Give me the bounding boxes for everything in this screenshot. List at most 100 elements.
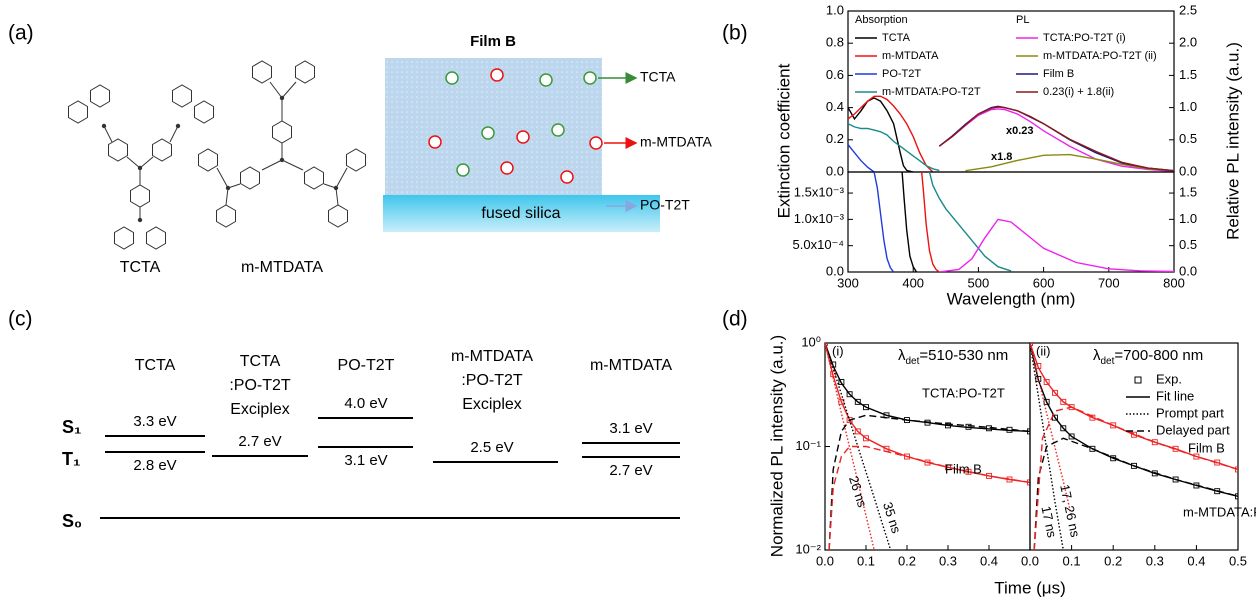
- x-tick-label: 0.1: [857, 553, 875, 568]
- data-point: [846, 391, 853, 398]
- series-line: [825, 343, 1030, 433]
- column-title: Exciplex: [230, 401, 290, 418]
- annotation: (i): [832, 343, 844, 358]
- data-point: [863, 435, 869, 442]
- ring: [216, 204, 236, 228]
- data-point: [854, 398, 861, 405]
- molecule-dot: [583, 71, 597, 85]
- y-tick-label: 10⁻²: [795, 541, 821, 556]
- subscript: det: [1101, 356, 1115, 367]
- y2-tick-label: 1.0: [1179, 211, 1197, 226]
- x-tick-label: 500: [968, 275, 990, 290]
- legend-label: Film B: [1043, 68, 1074, 80]
- ring: [172, 84, 192, 108]
- legend-label: m-MTDATA: [882, 50, 939, 62]
- molecule-dot: [516, 130, 530, 144]
- annotation: (ii): [1036, 343, 1050, 358]
- data-point: [1235, 466, 1238, 473]
- x-tick-label: 800: [1163, 275, 1185, 290]
- legend-label: PO-T2T: [882, 68, 921, 80]
- y-axis-label: Normalized PL intensity (a.u.): [767, 335, 786, 557]
- ring: [304, 166, 324, 190]
- bond: [335, 187, 339, 206]
- molecule-dot: [539, 73, 553, 87]
- energy-label: 2.5 eV: [470, 439, 513, 456]
- x-tick-label: 600: [1033, 275, 1055, 290]
- x-tick-label: 0.0: [1021, 553, 1039, 568]
- ring: [346, 148, 366, 172]
- bond: [269, 81, 283, 99]
- y2-tick-label: 0.5: [1179, 131, 1197, 146]
- substrate: [383, 195, 660, 232]
- x-tick-label: 0.5: [1229, 553, 1247, 568]
- bond: [323, 183, 337, 189]
- y2-tick-label: 2.5: [1179, 2, 1197, 17]
- component-label: TCTA: [640, 69, 676, 85]
- ring: [68, 100, 88, 124]
- series-group: [848, 95, 1174, 172]
- y-tick-label: 10⁻¹: [795, 438, 821, 453]
- series-line: [848, 95, 934, 172]
- legend-label: m-MTDATA:PO-T2T: [882, 86, 981, 98]
- x-tick-label: 700: [1098, 275, 1120, 290]
- legend-swatch: [1134, 376, 1142, 384]
- legend-title: Absorption: [855, 14, 908, 26]
- y2-tick-label: 1.0: [1179, 99, 1197, 114]
- ring: [295, 60, 315, 84]
- y-tick-label: 0.4: [826, 99, 844, 114]
- data-point: [1043, 379, 1050, 385]
- ring: [146, 226, 166, 250]
- y-tick-label: 0.0: [826, 263, 844, 278]
- annotation: TCTA:PO-T2T: [922, 385, 1005, 400]
- symbol: λ: [898, 347, 906, 364]
- legend-label: Exp.: [1156, 371, 1182, 386]
- data-point: [1052, 389, 1058, 396]
- data-point: [863, 404, 869, 411]
- y2-tick-label: 0.5: [1179, 237, 1197, 252]
- bond: [225, 187, 229, 206]
- x-tick-label: 0.3: [939, 553, 957, 568]
- state-label: S₁: [62, 417, 81, 437]
- ring: [240, 166, 260, 190]
- bond: [216, 167, 229, 189]
- x-axis-label: Wavelength (nm): [947, 289, 1076, 308]
- legend-title: PL: [1016, 14, 1029, 26]
- series-line: [938, 108, 1174, 172]
- y-tick-label: 1.5x10⁻³: [794, 184, 845, 199]
- legend-label: m-MTDATA:PO-T2T (ii): [1043, 50, 1157, 62]
- y2-tick-label: 1.5: [1179, 67, 1197, 82]
- series-line: [848, 144, 875, 172]
- x-tick-label: 0.4: [980, 553, 998, 568]
- state-label: S₀: [62, 511, 82, 531]
- component-label: m-MTDATA: [640, 134, 712, 150]
- series-line: [938, 106, 1174, 172]
- bond: [281, 159, 304, 171]
- molecule-dot: [456, 163, 470, 177]
- column-title: PO-T2T: [338, 357, 395, 374]
- annotation: x1.8: [991, 151, 1012, 163]
- y2-axis-label: Relative PL intensity (a.u.): [1223, 42, 1242, 240]
- series-line: [901, 172, 918, 272]
- y2-tick-label: 1.5: [1179, 184, 1197, 199]
- plot-frame: [847, 171, 1175, 273]
- annotation: 35 ns: [880, 500, 904, 535]
- x-tick-label: 0.3: [1146, 553, 1164, 568]
- ring: [114, 226, 134, 250]
- film-title: Film B: [470, 33, 516, 50]
- legend-label: TCTA:PO-T2T (i): [1043, 32, 1126, 44]
- chart: 0.0 0.2 0.4 0.6 0.8 1.0 0.0 0.5 1.0 1.5 2.0 2.5 x0.2…: [774, 2, 1242, 239]
- chart: 300 400 500 600 700 8000.05.0x10⁻⁴1.0x10⁻³1.5…: [793, 171, 1197, 308]
- legend-label: Fit line: [1156, 388, 1194, 403]
- series-line: [921, 172, 940, 272]
- series-line: [828, 445, 1030, 550]
- energy-label: 2.7 eV: [609, 462, 652, 479]
- x-tick-label: 400: [902, 275, 924, 290]
- series-line: [848, 97, 914, 172]
- molecule-dot: [490, 68, 504, 82]
- detector-label: λdet=510-530 nm: [898, 347, 1008, 367]
- molecule-dot: [445, 71, 459, 85]
- panel-label: (a): [8, 22, 34, 45]
- plot-frame: [1029, 342, 1239, 551]
